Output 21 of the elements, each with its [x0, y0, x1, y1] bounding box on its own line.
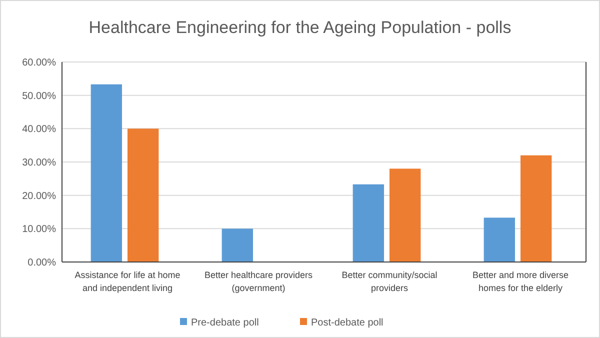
x-tick-label: Better and more diverse homes for the elderly: [472, 270, 569, 293]
x-tick-label: Better healthcare providers (government): [204, 270, 314, 293]
chart-title: Healthcare Engineering for the Ageing Population - polls: [88, 18, 512, 37]
bar: [520, 155, 552, 262]
y-tick-label: 30.00%: [22, 158, 56, 168]
legend-label: Post-debate poll: [311, 318, 384, 328]
y-tick-label: 0.00%: [28, 258, 56, 268]
x-tick-label: Better community/social providers: [342, 270, 438, 293]
y-tick-label: 10.00%: [22, 224, 56, 236]
bar: [90, 84, 122, 262]
y-tick-label: 60.00%: [22, 58, 56, 68]
bar: [390, 168, 421, 262]
bar: [222, 228, 253, 262]
x-tick-label: Assistance for life at home and independent living: [74, 270, 180, 293]
bar: [352, 184, 384, 262]
bar: [484, 218, 515, 262]
y-tick-label: 40.00%: [22, 124, 56, 136]
legend-label: Pre-debate poll: [191, 318, 259, 328]
bar: [128, 128, 159, 262]
y-tick-label: 50.00%: [22, 90, 56, 102]
y-tick-label: 20.00%: [22, 190, 56, 202]
